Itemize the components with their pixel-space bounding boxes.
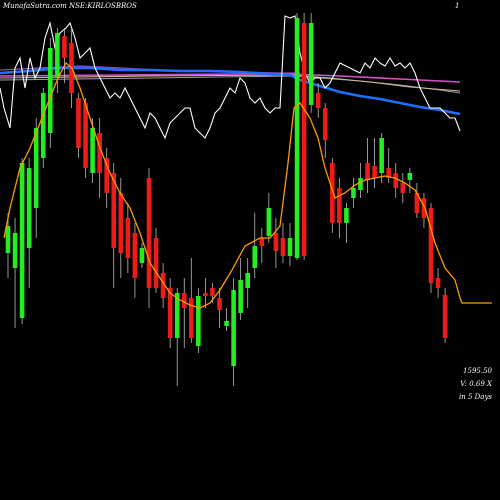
candle-up	[33, 128, 39, 208]
candle-down	[393, 173, 399, 188]
candle-down	[210, 288, 215, 296]
candle-up	[294, 18, 300, 258]
candle-up	[231, 290, 236, 366]
candle-down	[203, 293, 208, 296]
candle-down	[259, 238, 265, 246]
candle-up	[308, 23, 314, 105]
candle-down	[62, 36, 67, 58]
candle-down	[189, 298, 194, 338]
candle-down	[97, 133, 102, 173]
candle-up	[344, 208, 349, 223]
candle-down	[330, 163, 335, 223]
candle-up	[139, 248, 145, 263]
candle-down	[273, 233, 279, 251]
moving-averages	[0, 65, 461, 116]
candle-down	[400, 183, 406, 193]
candles	[5, 13, 448, 386]
candle-up	[55, 33, 60, 78]
ma-tan-line	[0, 74, 461, 92]
candle-up	[224, 321, 229, 326]
price-line-group	[0, 15, 461, 140]
days-label: in 5 Days	[459, 393, 492, 401]
candle-down	[428, 208, 434, 283]
candle-down	[442, 295, 448, 338]
candle-down	[372, 166, 377, 178]
ema-short-group	[3, 61, 492, 309]
candle-up	[245, 273, 250, 288]
candle-down	[322, 108, 328, 140]
candle-down	[301, 23, 307, 256]
candle-down	[280, 238, 286, 256]
candle-up	[26, 168, 32, 248]
candle-down	[386, 168, 391, 178]
candle-down	[414, 193, 420, 213]
chart-title: MunafaSutra.com NSE:KIRLOSBROS	[3, 2, 137, 10]
candle-down	[146, 178, 152, 288]
last-price-label: 1595.50	[463, 367, 492, 375]
price-line	[0, 15, 461, 140]
candle-down	[337, 188, 342, 223]
candle-down	[421, 198, 427, 218]
candle-up	[351, 188, 356, 198]
candle-up	[238, 280, 243, 313]
candle-up	[252, 246, 258, 268]
candle-up	[19, 163, 25, 318]
candle-down	[181, 293, 187, 308]
candle-down	[217, 298, 222, 310]
candle-up	[174, 293, 180, 338]
candle-down	[132, 233, 138, 278]
candle-down	[167, 288, 173, 338]
candle-up	[48, 48, 53, 133]
candle-up	[407, 173, 413, 180]
candle-up	[287, 238, 293, 256]
candle-down	[160, 273, 166, 298]
candle-up	[5, 226, 11, 253]
candle-up	[379, 138, 384, 173]
candle-down	[315, 93, 321, 108]
candle-down	[435, 278, 441, 288]
candle-up	[40, 93, 46, 158]
volume-label: V: 0.69 X	[460, 380, 492, 388]
candle-up	[196, 296, 201, 346]
candle-up	[358, 178, 363, 190]
candle-down	[83, 103, 88, 168]
candle-down	[76, 98, 81, 148]
candle-down	[153, 238, 159, 288]
candle-up	[266, 208, 272, 236]
candle-up	[90, 128, 95, 173]
candle-down	[104, 158, 109, 193]
candle-down	[111, 173, 117, 248]
page-indicator: 1	[455, 2, 460, 10]
ema-short-line	[3, 61, 492, 309]
candle-down	[365, 163, 370, 180]
candle-down	[125, 218, 131, 258]
candle-down	[118, 193, 124, 253]
candle-up	[12, 233, 18, 268]
